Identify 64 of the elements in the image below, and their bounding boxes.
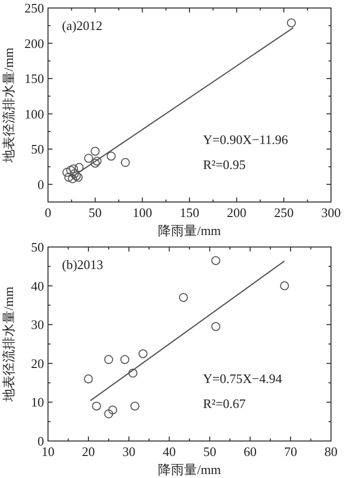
x-tick-label: 30 — [122, 444, 136, 459]
x-tick-label: 20 — [82, 444, 95, 459]
x-tick-label: 300 — [321, 205, 341, 220]
y-tick-label: 0 — [38, 434, 44, 448]
annotation: Y=0.75X−4.94 — [203, 371, 282, 386]
x-axis-title: 降雨量/mm — [158, 462, 221, 477]
point — [120, 355, 130, 364]
y-tick-label: 250 — [24, 0, 44, 16]
y-tick-label: 20 — [31, 356, 44, 371]
x-tick-label: 50 — [203, 444, 216, 459]
point — [104, 409, 114, 418]
point — [66, 166, 76, 175]
point — [130, 402, 140, 411]
point — [286, 18, 296, 28]
point — [64, 172, 74, 182]
point — [72, 171, 81, 180]
x-tick-label: 250 — [274, 205, 294, 220]
y-tick-label: 30 — [31, 317, 44, 332]
point — [68, 164, 78, 174]
y-tick-label: 50 — [31, 240, 44, 254]
point — [211, 256, 220, 266]
point — [84, 374, 93, 384]
x-axis-title: 降雨量/mm — [158, 223, 221, 238]
y-tick-label: 40 — [31, 278, 44, 294]
y-tick-label: 10 — [31, 394, 44, 410]
point — [92, 402, 102, 411]
y-tick-label: 100 — [24, 106, 44, 122]
x-tick-label: 60 — [244, 444, 257, 459]
point — [104, 355, 114, 364]
point — [70, 169, 79, 178]
x-tick-label: 40 — [162, 444, 176, 459]
point — [90, 158, 100, 168]
point — [106, 152, 116, 161]
x-tick-label: 70 — [284, 444, 298, 459]
point — [92, 156, 102, 166]
point — [138, 349, 148, 358]
point — [178, 292, 188, 302]
x-tick-label: 50 — [88, 205, 102, 220]
point — [128, 368, 138, 378]
x-tick-label: 100 — [132, 205, 152, 220]
y-tick-label: 150 — [24, 71, 44, 86]
point — [84, 154, 94, 163]
annotation: R²=0.67 — [203, 396, 246, 411]
point — [108, 405, 118, 414]
point — [62, 168, 72, 177]
point — [280, 281, 290, 290]
y-tick-label: 0 — [38, 176, 44, 192]
annotation: (a)2012 — [62, 18, 102, 33]
point — [74, 172, 83, 182]
x-tick-label: 200 — [226, 205, 246, 220]
point — [68, 174, 78, 184]
annotation: R²=0.95 — [203, 157, 246, 172]
annotation: Y=0.90X−11.96 — [203, 132, 288, 147]
point — [120, 158, 130, 167]
x-tick-label: 80 — [324, 444, 338, 459]
y-tick-label: 50 — [31, 142, 44, 157]
point — [90, 146, 100, 156]
annotation: (b)2013 — [62, 257, 104, 272]
y-tick-label: 200 — [24, 36, 44, 51]
y-axis-title: 地表径流排水量/mm — [1, 48, 16, 164]
point — [74, 162, 84, 172]
y-axis-title: 地表径流排水量/mm — [1, 286, 16, 402]
point — [211, 322, 220, 332]
x-tick-label: 150 — [180, 205, 200, 220]
